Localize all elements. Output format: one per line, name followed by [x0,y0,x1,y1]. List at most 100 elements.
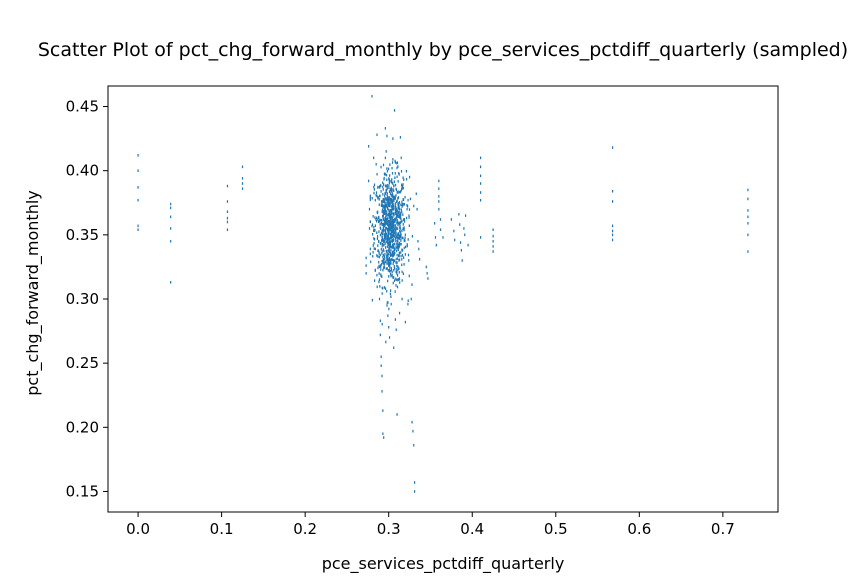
scatter-point [378,280,380,284]
scatter-point [386,256,388,260]
scatter-point [387,167,390,171]
scatter-point [479,191,482,194]
scatter-point [395,210,397,214]
scatter-point [402,227,404,230]
scatter-point [391,219,393,222]
scatter-point [388,208,390,212]
scatter-point [397,206,399,209]
scatter-point [408,259,410,262]
scatter-point [376,254,378,257]
scatter-point [396,191,398,194]
scatter-point [380,221,382,225]
scatter-point [392,239,394,242]
scatter-point [384,252,386,256]
scatter-point [387,256,389,260]
scatter-point [390,267,392,270]
scatter-point [747,222,749,225]
scatter-point [386,167,388,170]
scatter-point [450,218,452,221]
scatter-point [397,214,399,218]
scatter-point [398,251,400,255]
scatter-point [386,197,388,200]
scatter-point [392,262,394,265]
scatter-point [395,261,397,264]
scatter-point [387,199,390,202]
scatter-point [395,270,397,274]
scatter-point [385,219,388,223]
scatter-point [386,258,389,262]
scatter-point [611,233,614,237]
scatter-point [384,262,386,265]
scatter-point [385,267,387,270]
scatter-point [492,250,494,253]
scatter-point [390,216,392,220]
scatter-point [137,186,139,189]
scatter-point [370,260,372,264]
scatter-point [394,290,396,293]
scatter-point [389,214,391,217]
scatter-point [400,208,402,212]
scatter-point [170,239,172,243]
scatter-point [393,218,395,222]
scatter-point [393,212,395,215]
scatter-point [381,239,383,242]
scatter-point [398,201,401,204]
scatter-point [386,187,388,191]
scatter-point [394,219,396,222]
scatter-point [438,187,440,190]
scatter-point [403,178,405,181]
scatter-point [385,232,387,236]
scatter-point [388,275,390,278]
scatter-point [408,274,410,278]
scatter-point [394,197,396,200]
scatter-point [385,249,387,253]
scatter-point [398,244,401,248]
scatter-point [385,213,388,216]
scatter-point [374,279,376,282]
scatter-point [393,260,395,263]
scatter-point [378,255,380,259]
scatter-point [407,238,409,241]
scatter-point [381,214,384,218]
scatter-point [380,273,382,276]
scatter-point [398,278,400,282]
scatter-point [387,225,389,228]
scatter-point [378,260,380,264]
scatter-point [392,231,394,235]
scatter-point [390,253,392,257]
scatter-point [392,188,394,191]
scatter-point [406,203,408,207]
scatter-point [390,194,392,197]
scatter-point [392,220,394,223]
scatter-point [398,234,400,238]
scatter-point [392,258,394,262]
scatter-point [479,165,482,169]
scatter-point [385,240,387,243]
scatter-point [393,242,395,246]
scatter-point [397,233,399,236]
scatter-point [384,173,386,176]
scatter-point [371,224,373,228]
scatter-point [434,222,436,225]
scatter-point [369,194,371,198]
scatter-point [389,269,391,273]
scatter-point [375,219,378,223]
scatter-point [398,210,400,214]
scatter-point [383,243,385,247]
scatter-point [398,173,400,176]
scatter-point [373,225,375,229]
y-tick-label: 0.35 [66,226,99,244]
scatter-point [386,186,388,189]
scatter-point [377,255,379,258]
scatter-point [397,165,399,168]
scatter-point [378,203,380,207]
scatter-point [392,205,394,208]
scatter-point [378,278,381,281]
scatter-point [385,173,388,177]
scatter-point [397,203,399,207]
scatter-point [404,233,406,237]
scatter-point [386,217,388,221]
scatter-point [381,390,383,393]
scatter-point [385,217,388,221]
scatter-point [389,197,391,201]
